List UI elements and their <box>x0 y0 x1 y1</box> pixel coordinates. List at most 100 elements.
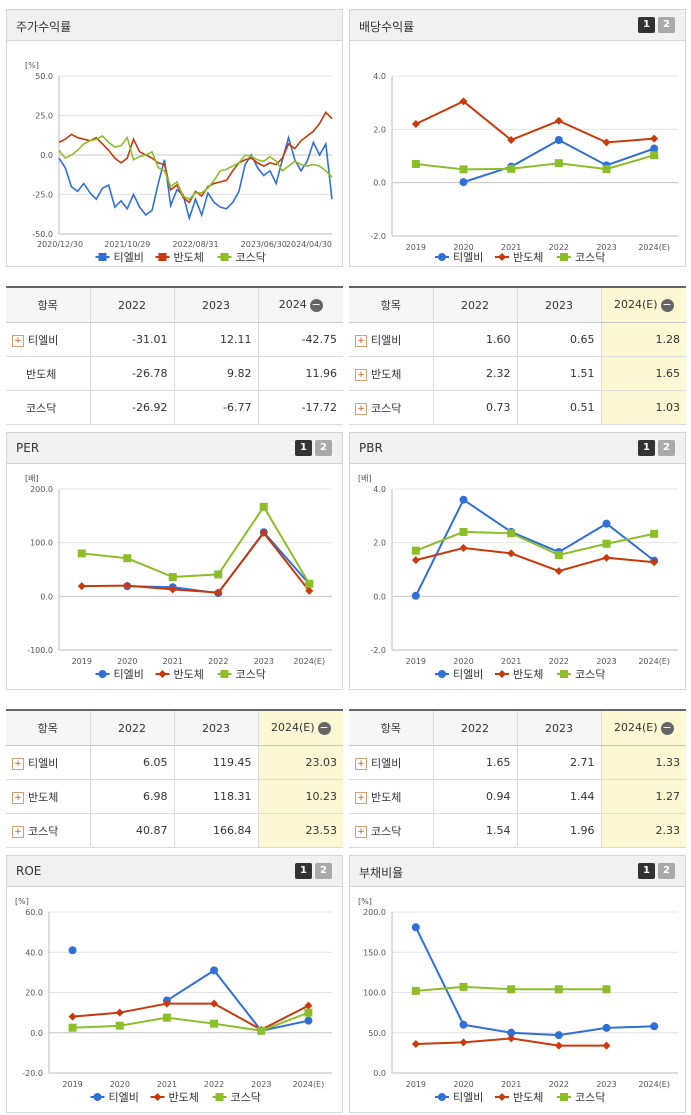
table-cell: 1.96 <box>517 813 602 848</box>
legend-marker <box>98 253 107 261</box>
legend-marker <box>560 670 568 678</box>
x-tick-label: 2023 <box>251 1080 271 1089</box>
panel-title: ROE <box>16 864 42 878</box>
data-point <box>602 165 611 174</box>
series-line <box>72 1002 309 1031</box>
column-header: 항목 <box>6 710 91 746</box>
expand-plus-icon[interactable]: + <box>12 757 24 770</box>
minus-icon[interactable]: − <box>309 297 323 312</box>
y-tick-label: 0.0 <box>373 1069 386 1078</box>
expand-plus-icon[interactable]: + <box>12 791 24 804</box>
table-cell: 0.65 <box>517 322 602 357</box>
expand-plus-icon[interactable]: + <box>12 334 24 347</box>
legend-item: 티엘비 <box>95 251 144 264</box>
row-label: + 반도체 <box>349 356 434 391</box>
minus-icon[interactable]: − <box>660 297 674 312</box>
y-tick-label: 0.0 <box>373 179 386 188</box>
page-2-button[interactable]: 2 <box>658 440 675 456</box>
legend-label: 반도체 <box>169 1091 199 1104</box>
column-header: 항목 <box>349 287 434 323</box>
expand-plus-icon[interactable]: + <box>355 402 367 415</box>
x-tick-label: 2022 <box>208 657 228 666</box>
stock-return-table: 항목 2022 2023 2024− + 티엘비 -31.01 12.11 -42.75 반도체 -… <box>6 286 343 425</box>
legend-item: 티엘비 <box>435 251 483 264</box>
axis-unit-label: [%] <box>15 897 29 906</box>
y-tick-label: 4.0 <box>373 72 386 81</box>
table-cell: 23.03 <box>258 745 343 780</box>
table-cell: 1.27 <box>601 779 686 814</box>
legend-marker <box>498 670 506 678</box>
expand-plus-icon[interactable]: + <box>355 791 367 804</box>
data-point <box>304 1001 313 1010</box>
legend-label: 코스닥 <box>575 251 605 264</box>
legend-item: 티엘비 <box>95 668 144 681</box>
table-cell: 12.11 <box>174 322 259 357</box>
expand-plus-icon[interactable]: + <box>355 334 367 347</box>
data-point <box>214 588 223 597</box>
panel-title: 부채비율 <box>359 866 404 880</box>
data-point <box>305 586 314 595</box>
expand-plus-icon[interactable]: + <box>12 825 24 838</box>
legend-item: 티엘비 <box>435 668 483 681</box>
page-1-button[interactable]: 1 <box>295 440 312 456</box>
x-tick-label: 2022 <box>204 1080 224 1089</box>
legend-item: 반도체 <box>150 1091 199 1104</box>
page-1-button[interactable]: 1 <box>638 440 655 456</box>
pbr-table: 항목 2022 2023 2024(E) − + 티엘비 1.65 2.71 1.33 + 반도체 0.… <box>349 709 686 848</box>
data-point <box>259 528 268 537</box>
data-point <box>602 138 611 147</box>
data-point <box>162 1013 171 1022</box>
page-2-button[interactable]: 2 <box>315 863 332 879</box>
y-tick-label: 4.0 <box>373 485 386 494</box>
table-cell: -6.77 <box>174 390 259 425</box>
series-line <box>58 135 333 201</box>
y-tick-label: 100.0 <box>363 989 386 998</box>
y-tick-label: 100.0 <box>30 539 53 548</box>
x-tick-label: 2024(E) <box>293 1080 325 1089</box>
data-point <box>554 985 563 994</box>
data-point <box>459 1020 468 1029</box>
x-tick-label: 2020 <box>110 1080 130 1089</box>
data-point <box>554 159 563 168</box>
minus-icon[interactable]: − <box>660 720 674 735</box>
expand-plus-icon[interactable]: + <box>355 825 367 838</box>
data-point <box>68 1012 77 1021</box>
legend-label: 코스닥 <box>231 1091 261 1104</box>
legend-item: 코스닥 <box>212 1091 261 1104</box>
table-cell: 2.33 <box>601 813 686 848</box>
page-1-button[interactable]: 1 <box>295 863 312 879</box>
page-2-button[interactable]: 2 <box>658 17 675 33</box>
column-header: 2022 <box>433 710 518 746</box>
page-1-button[interactable]: 1 <box>638 17 655 33</box>
x-tick-label: 2022 <box>549 1080 569 1089</box>
row-label: 코스닥 <box>6 390 91 425</box>
table-cell: -26.78 <box>90 356 175 391</box>
legend-marker <box>560 1093 568 1101</box>
x-tick-label: 2019 <box>406 243 426 252</box>
page-2-button[interactable]: 2 <box>658 863 675 879</box>
table-cell: 6.98 <box>90 779 175 814</box>
data-point <box>459 982 468 991</box>
column-header: 항목 <box>349 710 434 746</box>
data-point <box>602 539 611 548</box>
legend-marker <box>220 253 229 261</box>
page-2-button[interactable]: 2 <box>315 440 332 456</box>
data-point <box>68 946 77 955</box>
table-cell: 0.51 <box>517 390 602 425</box>
legend-marker <box>438 1093 446 1101</box>
y-tick-label: 0.0 <box>373 592 386 601</box>
data-point <box>602 519 611 528</box>
series-line <box>81 531 311 594</box>
legend-marker <box>93 1093 102 1101</box>
y-tick-label: 50.0 <box>35 72 53 81</box>
page-1-button[interactable]: 1 <box>638 863 655 879</box>
data-point <box>507 164 516 173</box>
expand-plus-icon[interactable]: + <box>355 757 367 770</box>
table-cell: 119.45 <box>174 745 259 780</box>
x-tick-label: 2021/10/29 <box>104 240 150 249</box>
expand-plus-icon[interactable]: + <box>355 368 367 381</box>
y-tick-label: -2.0 <box>370 646 386 655</box>
minus-icon[interactable]: − <box>317 720 331 735</box>
